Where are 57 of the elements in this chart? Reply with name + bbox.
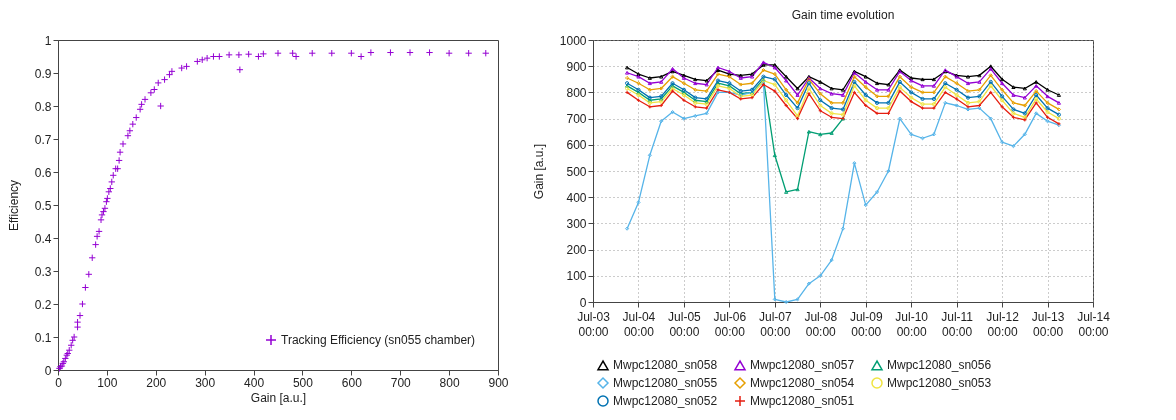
y-axis-title: Gain [a.u.] [531,143,546,200]
x-tick-label: Jul-13 00:00 [1031,309,1065,339]
legend-label: Tracking Efficiency (sn055 chamber) [281,333,476,347]
x-tick-label: 200 [146,375,167,390]
legend-label: Mwpc12080_sn054 [750,376,855,390]
y-tick-label: 900 [566,59,587,74]
x-tick-label: 600 [341,375,363,390]
y-axis-title: Efficiency [6,179,21,232]
y-tick-label: 1 [44,33,52,48]
y-tick-label: 100 [566,269,587,284]
x-tick-label: Jul-04 00:00 [622,309,656,339]
x-tick-label: 100 [97,375,118,390]
x-tick-label: Jul-05 00:00 [668,309,702,339]
legend-label: Mwpc12080_sn056 [887,358,992,373]
y-tick-label: 0.9 [34,66,52,81]
legend-label: Mwpc12080_sn058 [613,358,718,373]
y-tick-label: 400 [566,190,587,205]
y-tick-label: 0.8 [34,99,52,114]
x-axis-title: Gain [a.u.] [250,390,307,405]
y-tick-label: 0.7 [34,132,52,147]
x-tick-label: Jul-09 00:00 [849,309,883,339]
x-tick-label: 400 [244,375,265,390]
x-tick-label: Jul-08 00:00 [804,309,838,339]
x-tick-label: Jul-10 00:00 [895,309,929,339]
y-tick-label: 500 [566,164,587,179]
chart-title: Gain time evolution [791,8,895,22]
legend-label: Mwpc12080_sn052 [613,394,718,408]
y-tick-label: 0.1 [34,330,52,345]
y-tick-label: 0.5 [34,198,52,213]
x-tick-label: 300 [195,375,216,390]
x-tick-label: 900 [488,375,509,390]
y-tick-label: 0 [579,295,587,310]
x-tick-label: Jul-12 00:00 [986,309,1020,339]
y-tick-label: 800 [566,85,587,100]
legend-label: Mwpc12080_sn051 [750,394,855,408]
y-tick-label: 600 [566,138,587,153]
legend-label: Mwpc12080_sn057 [750,358,855,373]
y-tick-label: 700 [566,112,587,127]
x-tick-label: Jul-07 00:00 [758,309,792,339]
x-tick-label: 800 [439,375,460,390]
y-tick-label: 0 [44,363,52,378]
x-tick-label: Jul-14 00:00 [1077,309,1111,339]
x-tick-label: 500 [292,375,314,390]
x-tick-label: 0 [55,375,63,390]
y-tick-label: 0.6 [34,165,52,180]
legend-label: Mwpc12080_sn053 [887,376,992,390]
x-tick-label: Jul-11 00:00 [941,309,974,339]
y-tick-label: 300 [566,216,587,231]
y-tick-label: 200 [566,243,587,258]
x-tick-label: 700 [390,375,412,390]
y-tick-label: 1000 [559,33,587,48]
x-tick-label: Jul-06 00:00 [713,309,747,339]
y-tick-label: 0.3 [34,264,52,279]
legend-label: Mwpc12080_sn055 [613,376,718,390]
x-tick-label: Jul-03 00:00 [577,309,611,339]
y-tick-label: 0.4 [34,231,52,246]
y-tick-label: 0.2 [34,297,52,312]
